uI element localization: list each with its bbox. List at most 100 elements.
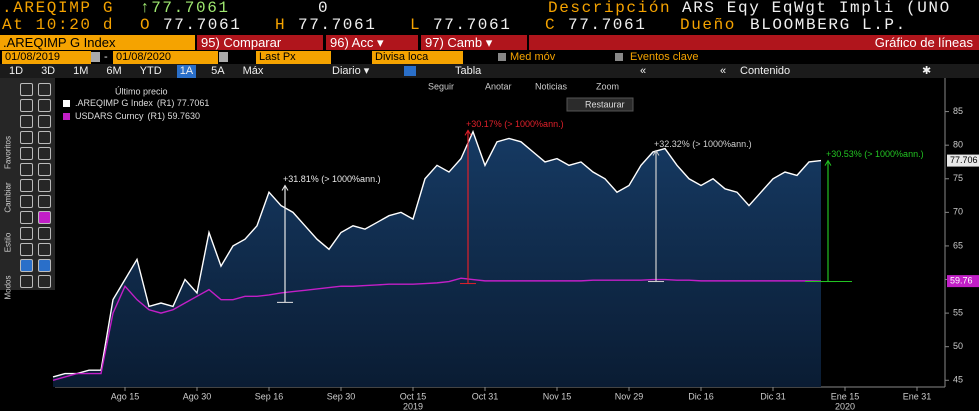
calendar-icon[interactable]: [219, 52, 228, 62]
period-button[interactable]: 5A: [211, 65, 225, 77]
side-tab[interactable]: Favoritos: [3, 136, 13, 169]
tool-icon[interactable]: [20, 131, 33, 144]
menu-button[interactable]: 97) Camb ▾: [421, 35, 527, 50]
period-button[interactable]: 1M: [73, 65, 89, 77]
period-button[interactable]: 1A: [176, 65, 197, 78]
x-tick-label: Oct 31: [472, 391, 499, 401]
y-tick-label: 45: [953, 375, 963, 385]
y-tick-label: 85: [953, 106, 963, 116]
tool-icon[interactable]: [20, 259, 33, 272]
annotation-arrow: [824, 159, 832, 166]
tool-icon[interactable]: [38, 131, 51, 144]
high-label: H: [275, 16, 287, 34]
price-tag: [947, 154, 979, 167]
settings-icon[interactable]: ✱: [922, 65, 932, 77]
tool-icon[interactable]: [20, 83, 33, 96]
tool-icon[interactable]: [20, 115, 33, 128]
tool-icon[interactable]: [38, 163, 51, 176]
checkbox[interactable]: [498, 53, 506, 61]
start-date[interactable]: 01/08/2019: [2, 51, 91, 64]
chart-tool[interactable]: Noticias: [535, 81, 568, 91]
year-label: 2020: [835, 401, 855, 411]
field-select[interactable]: Last Px: [256, 51, 331, 64]
legend-label: USDARS Curncy (R1) 59.7630: [75, 111, 200, 121]
restore-button[interactable]: [566, 97, 634, 112]
high: 77.7061: [298, 16, 377, 34]
period-button[interactable]: Máx: [242, 65, 264, 77]
x-tick-label: Dic 31: [760, 391, 786, 401]
frequency-label: Diario: [332, 65, 361, 77]
annotation-label: +30.17% (> 1000%ann.): [466, 119, 564, 129]
security-field[interactable]: .AREQIMP G Index: [0, 35, 195, 50]
chart-tool[interactable]: Anotar: [485, 81, 512, 91]
tool-icon[interactable]: [38, 147, 51, 160]
collapse[interactable]: «: [640, 65, 647, 77]
close-label: C: [545, 16, 557, 34]
calendar-icon[interactable]: [91, 52, 100, 62]
period-bar: [0, 64, 979, 78]
x-tick-label: Ago 15: [111, 391, 140, 401]
period-button[interactable]: 6M: [106, 65, 122, 77]
side-toolbar: [0, 78, 55, 290]
annotation-arrow: [281, 184, 289, 191]
owner: BLOOMBERG L.P.: [750, 16, 907, 34]
table-icon[interactable]: [404, 66, 416, 76]
line: [52, 129, 822, 378]
tool-icon[interactable]: [38, 99, 51, 112]
price-tag: [947, 275, 979, 288]
menu-button[interactable]: 96) Acc ▾: [326, 35, 418, 50]
key-events[interactable]: Eventos clave: [630, 51, 699, 63]
table-button[interactable]: Tabla: [455, 65, 482, 77]
tool-icon[interactable]: [20, 99, 33, 112]
legend-value: (R1) 77.7061: [157, 98, 210, 108]
tool-icon[interactable]: [20, 227, 33, 240]
side-tab[interactable]: Estilo: [3, 232, 13, 253]
side-tab[interactable]: Modos: [3, 275, 13, 300]
close: 77.7061: [568, 16, 647, 34]
tool-icon[interactable]: [38, 243, 51, 256]
tool-icon[interactable]: [38, 227, 51, 240]
currency-select[interactable]: Divisa loca: [372, 51, 463, 64]
tool-icon[interactable]: [38, 195, 51, 208]
collapse[interactable]: «: [720, 65, 727, 77]
moving-avg[interactable]: Med móv: [510, 51, 556, 63]
tool-icon[interactable]: [20, 243, 33, 256]
y-tick-label: 55: [953, 307, 963, 317]
end-date[interactable]: 01/08/2020: [113, 51, 218, 64]
period-button[interactable]: 1D: [9, 65, 24, 77]
period-list: 1D 3D 1M 6M YTD 1A 5A Máx: [6, 65, 278, 78]
tool-icon[interactable]: [20, 147, 33, 160]
chart-tool[interactable]: Seguir: [428, 81, 454, 91]
tool-icon[interactable]: [20, 275, 33, 288]
annotation-label: +31.81% (> 1000%ann.): [283, 174, 381, 184]
side-tab[interactable]: Cambiar: [3, 182, 13, 213]
chart-tool[interactable]: Zoom: [596, 81, 619, 91]
restore-label[interactable]: Restaurar: [585, 99, 625, 109]
menu-button-label: 97) Camb: [425, 35, 483, 50]
tool-icon[interactable]: [38, 115, 51, 128]
period-button[interactable]: 3D: [41, 65, 56, 77]
tool-icon[interactable]: [20, 163, 33, 176]
frequency[interactable]: Diario ▾: [332, 65, 370, 77]
tool-icon[interactable]: [20, 195, 33, 208]
tool-icon[interactable]: [38, 259, 51, 272]
area: [53, 131, 821, 387]
open-label: O: [140, 16, 152, 34]
tool-icon[interactable]: [38, 83, 51, 96]
tool-icon[interactable]: [38, 211, 51, 224]
x-tick-label: Ene 31: [903, 391, 932, 401]
checkbox[interactable]: [615, 53, 623, 61]
period-button[interactable]: YTD: [139, 65, 162, 77]
tool-icon[interactable]: [38, 275, 51, 288]
tool-icon[interactable]: [20, 179, 33, 192]
menu-button[interactable]: 95) Comparar: [197, 35, 323, 50]
owner-label: Dueño: [680, 16, 737, 34]
content-button[interactable]: Contenido: [740, 65, 791, 77]
tool-icon[interactable]: [20, 211, 33, 224]
date-sep: -: [104, 51, 108, 63]
legend-swatch: [63, 100, 70, 107]
tool-icon[interactable]: [38, 179, 51, 192]
legend-value: (R1) 59.7630: [148, 111, 201, 121]
